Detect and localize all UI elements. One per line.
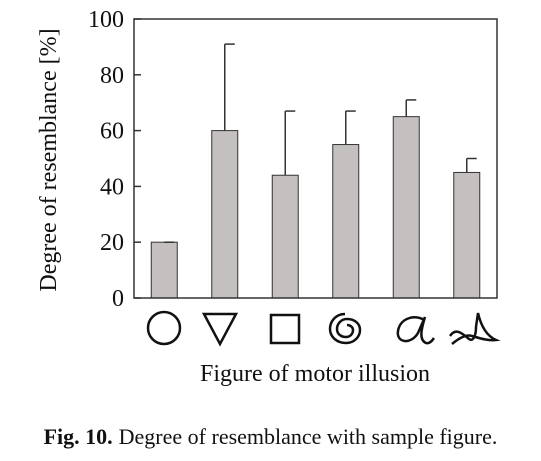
y-axis-title: Degree of resemblance [%] bbox=[36, 28, 62, 291]
circle-icon bbox=[146, 310, 182, 346]
bar-letter-a bbox=[392, 116, 420, 299]
figure-caption: Fig. 10. Degree of resemblance with sampl… bbox=[0, 424, 541, 450]
y-tick-label: 20 bbox=[100, 230, 124, 256]
square-icon bbox=[269, 313, 301, 345]
bar-square bbox=[271, 174, 299, 299]
caption-text: Degree of resemblance with sample figure… bbox=[118, 424, 498, 449]
bar-scribble bbox=[453, 171, 481, 299]
spiral-icon bbox=[328, 312, 362, 345]
plot-frame bbox=[133, 18, 498, 299]
y-tick-label: 0 bbox=[112, 286, 124, 312]
bar-spiral bbox=[332, 144, 360, 299]
bar-circle bbox=[150, 241, 178, 299]
x-axis-figure-icons bbox=[146, 310, 501, 347]
y-tick-label: 80 bbox=[100, 63, 124, 89]
bar-inverted-triangle bbox=[211, 130, 239, 299]
bars bbox=[150, 116, 481, 299]
letter-a-icon bbox=[396, 316, 436, 345]
y-axis-ticks: 0 20 40 60 80 100 bbox=[88, 7, 141, 312]
x-axis-title: Figure of motor illusion bbox=[200, 361, 430, 387]
bar-chart: 0 20 40 60 80 100 Figure of motor illusion De… bbox=[36, 7, 501, 387]
y-tick-label: 60 bbox=[100, 119, 124, 145]
inverted-triangle-icon bbox=[201, 312, 239, 347]
caption-label: Fig. 10. bbox=[43, 424, 113, 449]
y-tick-label: 40 bbox=[100, 174, 124, 200]
error-bars bbox=[164, 43, 477, 243]
scribble-icon bbox=[448, 312, 501, 345]
y-tick-label: 100 bbox=[88, 7, 124, 33]
